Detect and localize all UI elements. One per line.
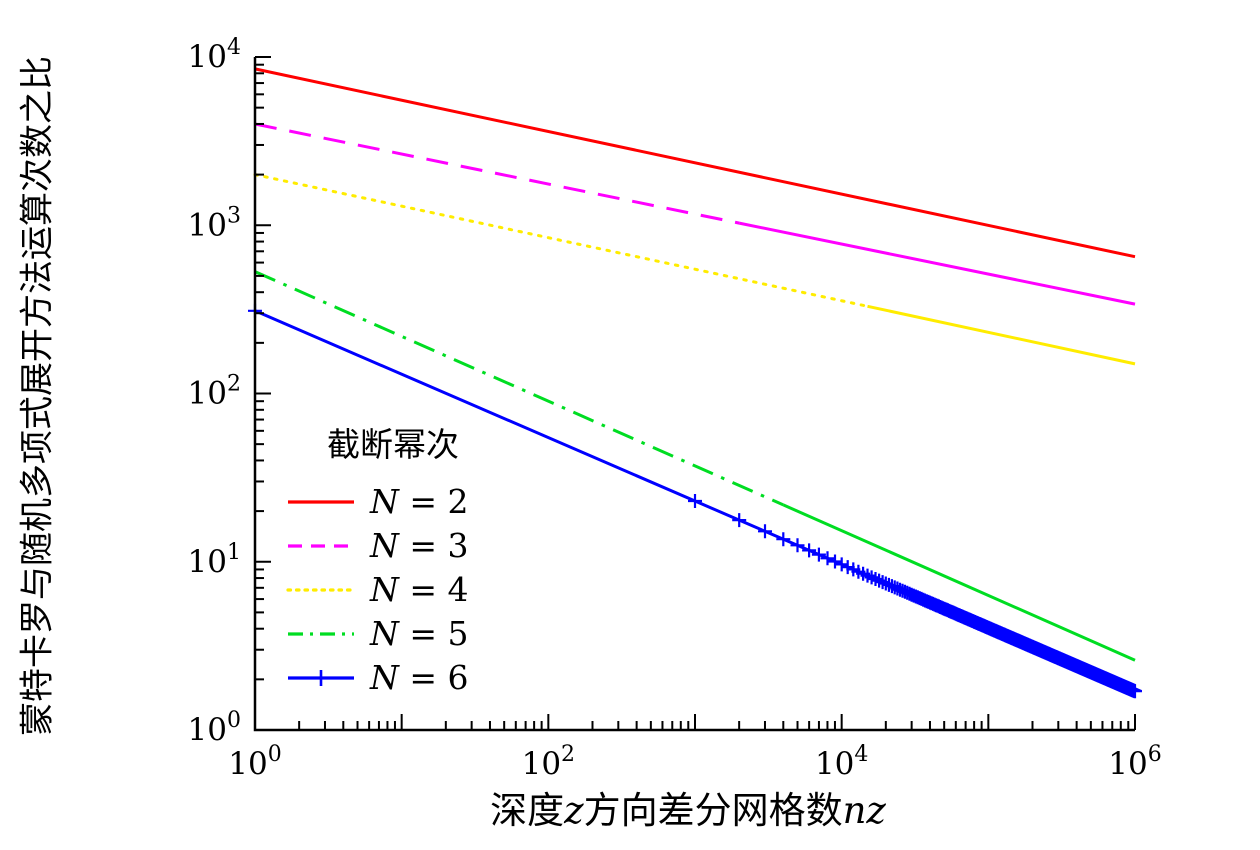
x-tick-label: 106: [1108, 742, 1161, 782]
series-line-N3: [738, 221, 1136, 306]
x-axis-title-mathvar: nz: [842, 789, 886, 832]
x-axis-title-mathvar: z: [564, 789, 584, 832]
legend-label: N = 3: [369, 526, 469, 565]
series-line-N5: [254, 270, 784, 507]
x-axis-title: 深度z方向差分网格数nz: [490, 780, 886, 834]
x-tick-label: 102: [522, 742, 575, 782]
y-tick-label: 103: [188, 203, 241, 243]
legend: 截断幂次 N = 2 N = 3 N = 4 N = 5 N = 6: [286, 425, 469, 697]
y-tick-label: 100: [188, 708, 241, 748]
x-tick-label: 104: [815, 742, 868, 782]
legend-label: N = 6: [369, 658, 469, 697]
series-line-N5: [782, 503, 1136, 662]
y-tick-label: 102: [188, 372, 241, 412]
series-line-N3: [254, 122, 740, 225]
legend-title: 截断幂次: [327, 425, 459, 464]
legend-label: N = 2: [369, 482, 469, 521]
series-line-N4: [253, 173, 869, 308]
y-tick-label: 101: [188, 540, 241, 580]
x-axis-title-text: 深度: [490, 789, 565, 832]
legend-label: N = 5: [369, 614, 469, 653]
y-tick-label: 104: [188, 35, 241, 75]
series-line-N2: [254, 67, 1136, 259]
series-line-N4: [867, 304, 1136, 366]
legend-marker-plus-icon: [313, 670, 329, 686]
x-axis-title-text: 方向差分网格数: [583, 789, 843, 832]
x-tick-label: 100: [228, 742, 281, 782]
y-axis-title: 蒙特卡罗与随机多项式展开方法运算次数之比: [17, 56, 58, 736]
legend-label: N = 4: [369, 570, 469, 609]
